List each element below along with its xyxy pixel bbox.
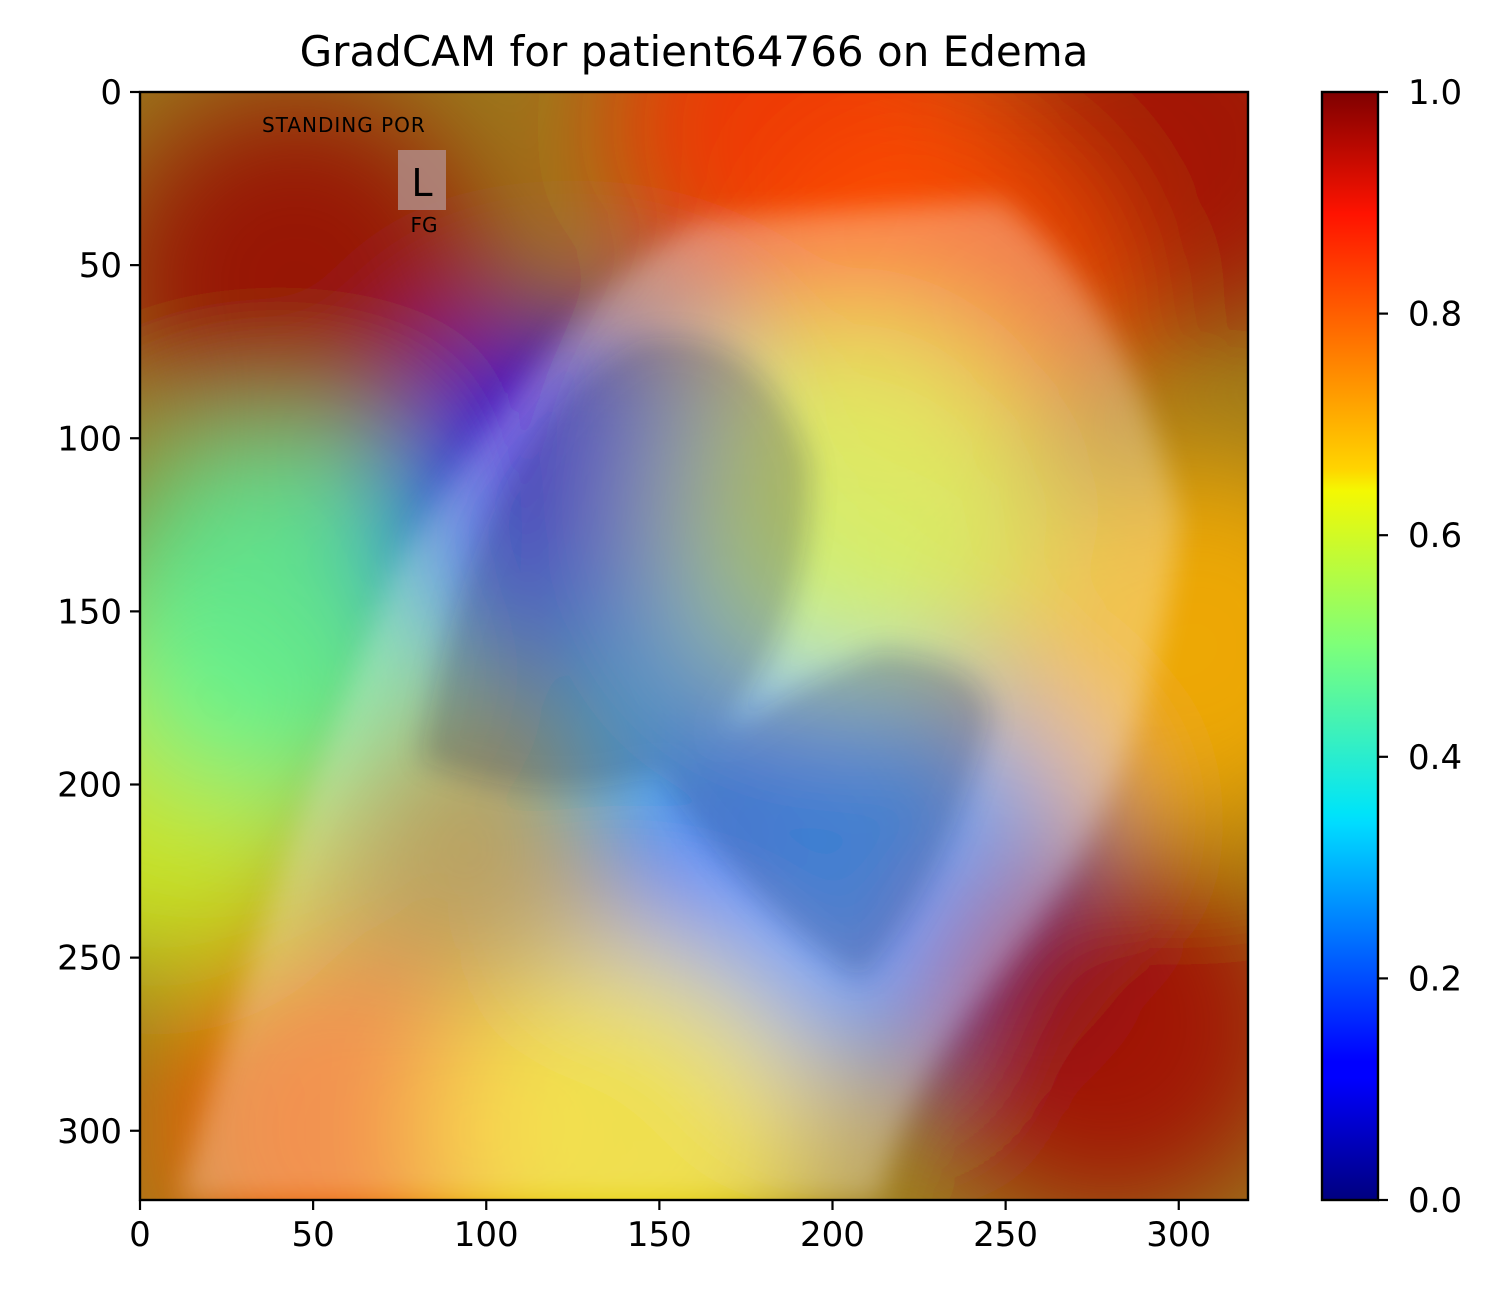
x-tick-label: 100: [454, 1215, 519, 1255]
plot-frame: [138, 90, 1250, 1202]
colorbar-tick-label: 1.0: [1408, 73, 1462, 113]
x-tick-label: 250: [973, 1215, 1038, 1255]
x-tick-label: 150: [627, 1215, 692, 1255]
colorbar-tick-label: 0.6: [1408, 516, 1462, 556]
x-tick-label: 0: [129, 1215, 151, 1255]
colorbar-gradient: [1322, 92, 1378, 1200]
heatmap-plot: STANDING POR L FG: [140, 92, 1248, 1200]
xray-burned-in-text: STANDING POR L FG: [262, 113, 446, 237]
y-tick-label: 100: [57, 419, 122, 459]
y-tick-label: 200: [57, 766, 122, 806]
colorbar-tick-label: 0.8: [1408, 295, 1462, 335]
overlay-l-marker-box: [398, 150, 446, 210]
overlay-text-l: L: [411, 161, 432, 205]
x-axis: 0 50 100 150 200 250 300: [129, 1200, 1211, 1255]
y-axis: 0 50 100 150 200 250 300: [57, 73, 140, 1152]
xray-lung-shading: [420, 337, 990, 980]
colorbar-tick-label: 0.4: [1408, 738, 1462, 778]
x-tick-label: 300: [1146, 1215, 1211, 1255]
y-tick-label: 300: [57, 1112, 122, 1152]
y-tick-label: 0: [100, 73, 122, 113]
colorbar-tick-label: 0.2: [1408, 959, 1462, 999]
colorbar-ticks: 0.0 0.2 0.4 0.6 0.8 1.0: [1378, 73, 1462, 1221]
overlay-text-fg: FG: [410, 213, 437, 237]
chart-title: GradCAM for patient64766 on Edema: [300, 27, 1089, 76]
y-tick-label: 250: [57, 939, 122, 979]
colorbar-tick-label: 0.0: [1408, 1181, 1462, 1221]
colorbar: 0.0 0.2 0.4 0.6 0.8 1.0: [1320, 73, 1462, 1221]
y-tick-label: 50: [79, 246, 122, 286]
overlay-text-standing-port: STANDING POR: [262, 113, 426, 137]
x-tick-label: 200: [800, 1215, 865, 1255]
y-tick-label: 150: [57, 592, 122, 632]
x-tick-label: 50: [291, 1215, 334, 1255]
colorbar-frame: [1320, 90, 1380, 1202]
